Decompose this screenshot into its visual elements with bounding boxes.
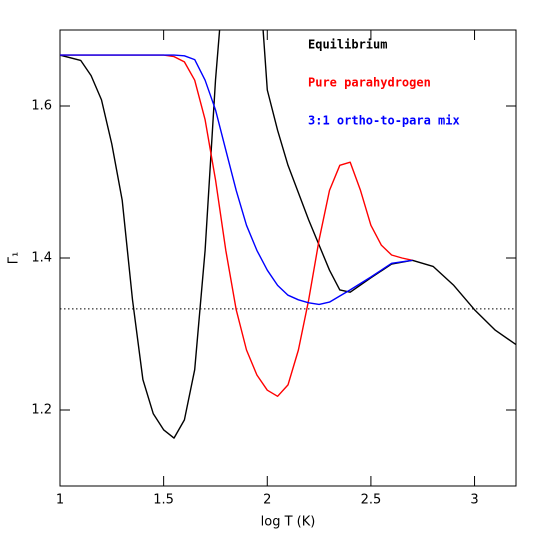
x-tick-label: 1 xyxy=(56,493,64,508)
series-line xyxy=(60,54,413,306)
legend-entry: Equilibrium xyxy=(308,38,387,52)
x-tick-label: 2 xyxy=(263,493,271,508)
x-tick-label: 2.5 xyxy=(361,493,382,508)
y-tick-label: 1.4 xyxy=(31,251,52,266)
legend-entry: 3:1 ortho-to-para mix xyxy=(308,114,460,128)
x-tick-label: 3 xyxy=(470,493,478,508)
x-tick-label: 1.5 xyxy=(153,493,174,508)
series-line xyxy=(60,54,413,397)
y-tick-label: 1.6 xyxy=(31,99,52,114)
y-axis-label: Γ₁ xyxy=(7,252,22,264)
series-line xyxy=(60,30,516,439)
legend-entry: Pure parahydrogen xyxy=(308,76,431,90)
y-tick-label: 1.2 xyxy=(31,403,52,418)
x-axis-label: log T (K) xyxy=(261,515,316,530)
